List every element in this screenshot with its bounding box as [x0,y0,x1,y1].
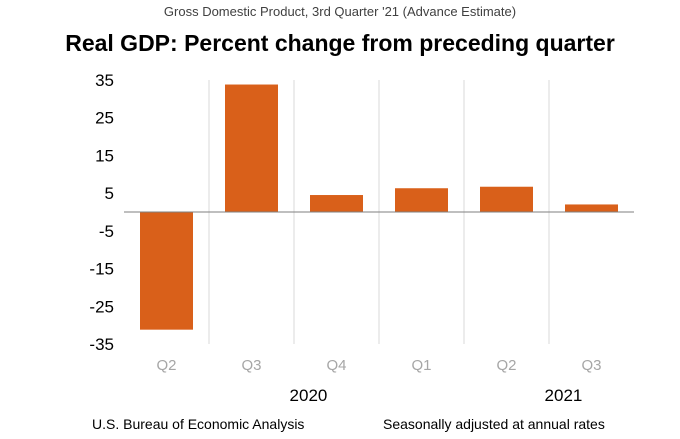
year-label: 2020 [290,386,328,405]
seasonal-note: Seasonally adjusted at annual rates [383,416,605,432]
x-tick-label: Q3 [581,357,601,374]
y-tick-label: 15 [95,146,114,165]
x-tick-label: Q4 [326,357,346,374]
x-tick-label: Q2 [496,357,516,374]
bar-q2-0 [140,212,193,330]
year-label: 2021 [545,386,583,405]
source-note: U.S. Bureau of Economic Analysis [92,416,305,432]
y-tick-label: -35 [89,335,114,354]
x-tick-label: Q1 [411,357,431,374]
y-tick-label: -25 [89,297,114,316]
bar-q3-5 [565,204,618,212]
bar-q3-1 [225,84,278,212]
bar-q1-3 [395,188,448,212]
y-tick-label: 25 [95,109,114,128]
bar-q2-4 [480,186,533,212]
y-tick-label: 35 [95,71,114,90]
y-tick-label: 5 [105,184,114,203]
x-tick-label: Q2 [156,357,176,374]
y-tick-label: -5 [99,222,114,241]
bar-q4-2 [310,195,363,212]
y-tick-label: -15 [89,260,114,279]
chart-supertitle: Gross Domestic Product, 3rd Quarter '21 … [163,4,517,19]
chart-title: Real GDP: Percent change from preceding … [65,30,615,56]
x-tick-label: Q3 [241,357,261,374]
